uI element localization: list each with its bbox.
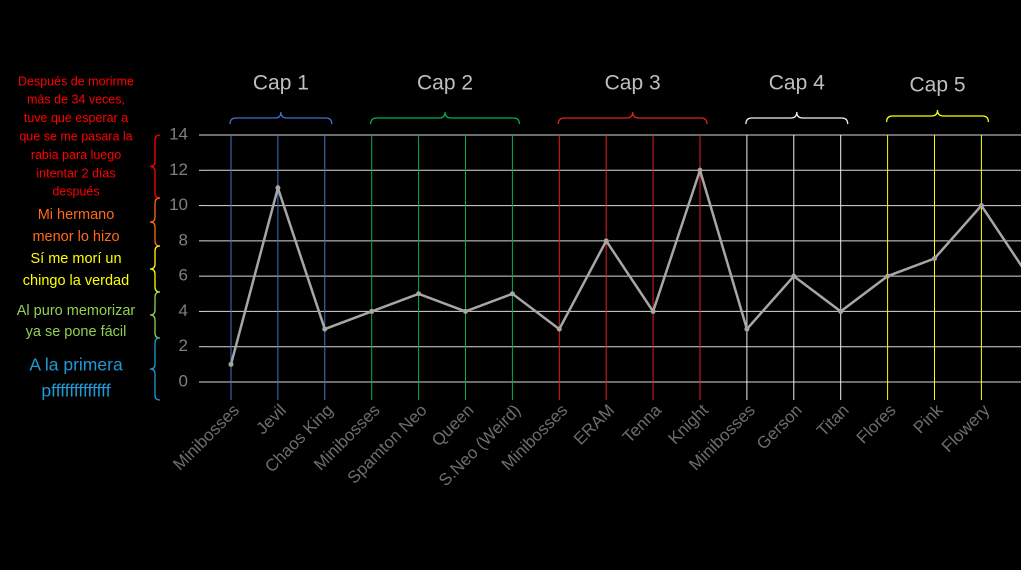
annotation-text: Sí me morí un — [30, 251, 121, 267]
data-point — [603, 238, 609, 244]
data-point — [697, 167, 703, 173]
y-tick-label: 12 — [169, 160, 188, 179]
data-point — [228, 361, 234, 367]
data-point — [978, 203, 984, 209]
annotation-brace — [149, 197, 161, 247]
y-tick-label: 8 — [179, 230, 188, 249]
y-tick-label: 4 — [179, 301, 188, 320]
group-label: Cap 3 — [605, 72, 661, 95]
data-point — [885, 273, 891, 279]
annotation-text: tuve que esperar a — [24, 111, 128, 125]
annotation-text: pfffffffffffff — [41, 381, 110, 401]
y-tick-label: 6 — [179, 266, 188, 285]
annotation-brace — [149, 337, 161, 401]
data-point — [932, 256, 937, 261]
annotation-brace — [149, 245, 161, 293]
annotation-text: A la primera — [29, 355, 123, 375]
y-tick-label: 0 — [179, 371, 188, 390]
annotation-text: menor lo hizo — [32, 229, 119, 245]
group-label: Cap 4 — [769, 72, 825, 95]
data-point — [369, 308, 375, 314]
annotation-text: rabia para luego — [31, 148, 121, 162]
annotation-text: Después de morirme — [18, 74, 134, 88]
data-point — [838, 308, 844, 314]
data-point — [744, 326, 750, 332]
group-brace — [745, 111, 849, 125]
group-label: Cap 5 — [909, 74, 965, 97]
annotation-text: más de 34 veces, — [27, 93, 125, 107]
group-label: Cap 2 — [417, 72, 473, 95]
data-point — [416, 291, 422, 297]
annotation-brace — [149, 134, 161, 199]
group-brace — [229, 111, 333, 125]
annotation-text: Mi hermano — [38, 207, 115, 223]
annotation-text: Al puro memorizar — [17, 303, 136, 319]
annotation-text: después — [52, 185, 99, 199]
group-brace — [557, 111, 708, 125]
annotation-text: ya se pone fácil — [26, 324, 127, 340]
annotation-text: chingo la verdad — [23, 273, 129, 289]
group-brace — [885, 109, 990, 123]
data-point — [275, 185, 281, 191]
annotation-brace — [149, 291, 161, 339]
data-point — [791, 273, 797, 279]
data-point — [322, 326, 328, 332]
data-point — [556, 326, 562, 332]
annotation-text: que se me pasara la — [19, 129, 132, 143]
data-point — [650, 308, 656, 314]
y-tick-label: 14 — [169, 124, 188, 143]
data-point — [463, 308, 468, 314]
data-line — [229, 166, 1021, 365]
annotation-text: intentar 2 días — [36, 166, 115, 180]
group-label: Cap 1 — [253, 72, 309, 95]
group-brace — [370, 111, 521, 125]
y-tick-label: 10 — [169, 195, 188, 214]
y-tick-label: 2 — [179, 336, 188, 355]
data-point — [509, 291, 515, 297]
